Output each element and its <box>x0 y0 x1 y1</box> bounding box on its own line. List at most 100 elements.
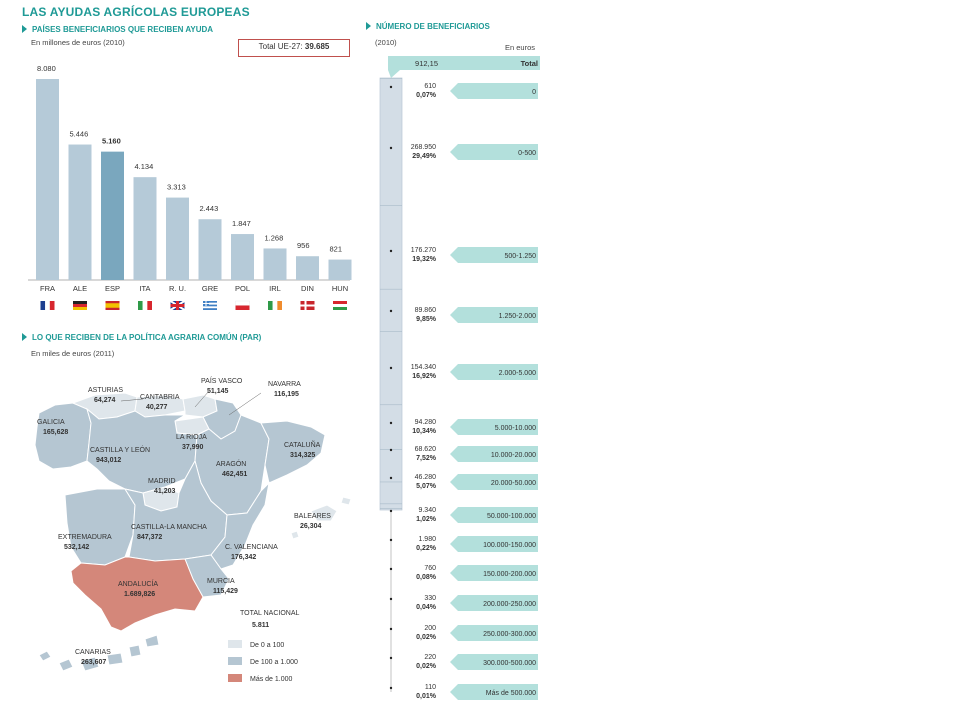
beneficiary-row: 330 0,04% 200.000-250.000 <box>389 595 538 611</box>
region-value: 116,195 <box>274 391 299 398</box>
beneficiaries-chart: 912,15 Total 610 0,07% 0 268.950 29,49% 0-500 17… <box>379 56 540 700</box>
category-label: ESP <box>105 284 120 293</box>
section-beneficiaries-heading: NÚMERO DE BENEFICIARIOS <box>366 22 490 31</box>
row-dot <box>389 146 393 150</box>
beneficiary-count: 760 <box>424 565 436 572</box>
section-countries-subtitle: En millones de euros (2010) <box>31 38 125 47</box>
beneficiary-percent: 0,07% <box>416 92 437 99</box>
countries-bar-chart: 8.080 FRA 5.446 ALE 5.160 ESP 4.134 ITA 3.313 R. … <box>28 64 352 311</box>
range-label: 50.000-100.000 <box>487 513 536 520</box>
region-value: 532,142 <box>64 544 90 551</box>
region-label: EXTREMADURA 532,142 <box>58 533 112 553</box>
bar-pol <box>231 234 254 280</box>
bar-value-label: 1.268 <box>265 233 284 242</box>
range-band <box>450 474 538 490</box>
region-name: ASTURIAS <box>88 387 124 394</box>
region-value: 165,628 <box>43 429 69 436</box>
row-dot <box>389 567 393 571</box>
beneficiary-percent: 1,02% <box>416 516 437 523</box>
row-dot <box>389 85 393 89</box>
region-label: CANTABRIA 40,277 <box>140 393 180 413</box>
beneficiary-count: 610 <box>424 83 436 90</box>
region-label: BALEARES 26,304 <box>294 512 331 532</box>
leader-line <box>120 398 144 402</box>
range-band <box>450 625 538 641</box>
flag-gr-icon <box>203 301 217 310</box>
row-dot <box>389 476 393 480</box>
region-value: 37,990 <box>182 444 204 451</box>
triangle-bullet-icon <box>22 333 27 341</box>
beneficiary-row: 760 0,08% 150.000-200.000 <box>389 565 538 581</box>
region-name: CASTILLA Y LEÓN <box>90 447 151 454</box>
beneficiary-percent: 5,07% <box>416 483 437 490</box>
bar-hun <box>328 259 352 280</box>
beneficiary-row: 110 0,01% Más de 500.000 <box>389 684 538 700</box>
range-band <box>450 144 538 160</box>
category-label: IRL <box>269 284 281 293</box>
row-dot <box>389 421 393 425</box>
region-extremadura <box>64 488 136 566</box>
beneficiary-row: 200 0,02% 250.000-300.000 <box>389 625 538 641</box>
row-dot <box>389 656 393 660</box>
bar-value-label: 4.134 <box>135 162 154 171</box>
flag-uk-icon <box>169 300 186 311</box>
region-name: CASTILLA-LA MANCHA <box>131 524 207 531</box>
region-label: CATALUÑA 314,325 <box>284 441 320 461</box>
beneficiary-percent: 0,02% <box>416 663 437 670</box>
category-label: DIN <box>301 284 314 293</box>
region-label: MURCIA 115,429 <box>207 577 238 597</box>
beneficiary-count: 176.270 <box>411 247 436 254</box>
section-countries-heading-text: PAÍSES BENEFICIARIOS QUE RECIBEN AYUDA <box>32 25 214 34</box>
row-dot <box>389 686 393 690</box>
region-label: CASTILLA Y LEÓN 943,012 <box>90 446 150 466</box>
region-value: 40,277 <box>146 404 168 411</box>
total-ue-label: Total UE-27: <box>258 42 303 51</box>
region-label: MADRID 41,203 <box>148 477 176 497</box>
page-title: LAS AYUDAS AGRÍCOLAS EUROPEAS <box>22 5 250 19</box>
region-canarias <box>38 634 160 672</box>
section-pac-heading: LO QUE RECIBEN DE LA POLÍTICA AGRARIA CO… <box>22 333 261 342</box>
beneficiary-percent: 0,22% <box>416 545 437 552</box>
range-band <box>450 536 538 552</box>
bar-value-label: 821 <box>330 245 343 254</box>
unit-label: En euros <box>505 43 536 52</box>
row-dot <box>389 448 393 452</box>
total-ue-value: 39.685 <box>304 42 330 51</box>
beneficiary-count: 9.340 <box>418 507 436 514</box>
region-label: ASTURIAS 64,274 <box>88 386 123 406</box>
bar-ru <box>166 197 189 280</box>
beneficiary-row: 1.980 0,22% 100.000-150.000 <box>389 536 538 552</box>
row-dot <box>389 538 393 542</box>
legend-label: De 100 a 1.000 <box>250 659 298 666</box>
category-label: FRA <box>40 284 55 293</box>
row-dot <box>389 509 393 513</box>
flag-es-icon <box>105 301 120 310</box>
range-label: 200.000-250.000 <box>483 601 536 608</box>
spain-regions-map <box>34 390 352 672</box>
beneficiary-row: 176.270 19,32% 500-1.250 <box>389 247 538 263</box>
range-band <box>450 507 538 523</box>
beneficiary-percent: 0,04% <box>416 604 437 611</box>
region-label: C. VALENCIANA 176,342 <box>225 543 278 563</box>
region-baleares <box>290 496 352 540</box>
beneficiary-count: 68.620 <box>415 446 437 453</box>
category-label: HUN <box>332 284 348 293</box>
flag-hu-icon <box>333 301 347 310</box>
bar-value-label: 1.847 <box>232 219 251 228</box>
range-label: 500-1.250 <box>504 253 536 260</box>
range-label: 20.000-50.000 <box>491 480 536 487</box>
bar-ale <box>68 144 92 280</box>
range-band <box>450 307 538 323</box>
section-beneficiaries-heading-text: NÚMERO DE BENEFICIARIOS <box>376 22 490 31</box>
beneficiary-percent: 0,02% <box>416 634 437 641</box>
row-dot <box>389 366 393 370</box>
beneficiary-row: 46.280 5,07% 20.000-50.000 <box>389 474 538 490</box>
flag-it-icon <box>138 301 152 310</box>
region-name: C. VALENCIANA <box>225 544 278 551</box>
region-name: EXTREMADURA <box>58 534 112 541</box>
beneficiary-percent: 0,01% <box>416 693 437 700</box>
region-label: ANDALUCÍA 1.689,826 <box>118 580 158 600</box>
region-value: 115,429 <box>213 588 238 595</box>
region-name: CANARIAS <box>75 649 111 656</box>
bar-value-label: 5.446 <box>70 130 89 139</box>
